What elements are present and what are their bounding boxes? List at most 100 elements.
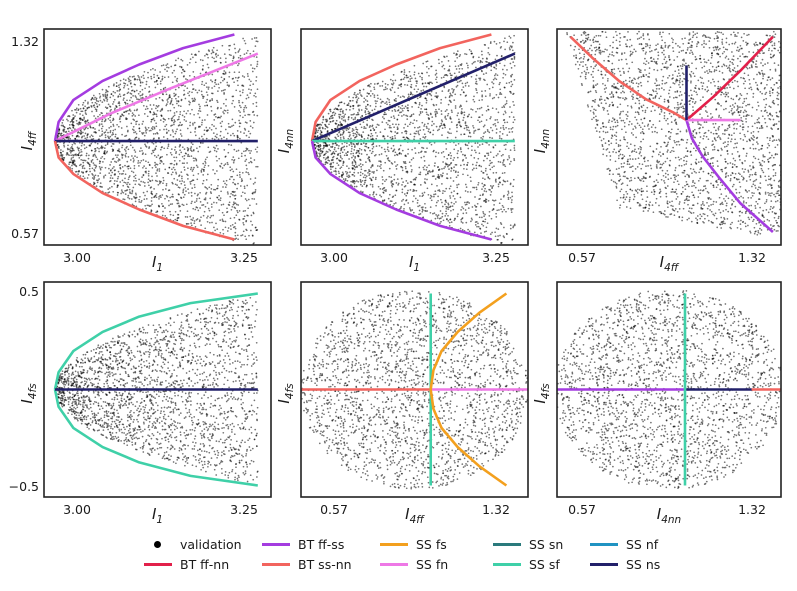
validation-point bbox=[366, 119, 369, 122]
validation-point bbox=[176, 202, 179, 205]
validation-point bbox=[233, 178, 235, 181]
validation-point bbox=[441, 127, 444, 130]
validation-point bbox=[374, 178, 377, 181]
validation-point bbox=[436, 217, 439, 219]
validation-point bbox=[199, 207, 201, 209]
validation-point bbox=[408, 123, 411, 126]
validation-point bbox=[488, 53, 491, 56]
validation-point bbox=[247, 130, 250, 133]
validation-point bbox=[334, 146, 336, 149]
validation-point bbox=[449, 218, 452, 221]
validation-point bbox=[187, 222, 190, 225]
validation-point bbox=[230, 54, 232, 57]
validation-point bbox=[397, 148, 400, 151]
validation-point bbox=[197, 150, 200, 153]
validation-point bbox=[214, 135, 217, 138]
validation-point bbox=[456, 84, 459, 87]
validation-point bbox=[475, 188, 478, 191]
validation-point bbox=[243, 217, 245, 220]
validation-point bbox=[436, 81, 438, 84]
validation-point bbox=[145, 160, 147, 163]
validation-point bbox=[419, 213, 422, 215]
validation-point bbox=[356, 143, 359, 146]
validation-point bbox=[111, 167, 114, 170]
validation-point bbox=[234, 47, 236, 50]
validation-point bbox=[489, 194, 492, 196]
validation-point bbox=[487, 51, 490, 54]
validation-point bbox=[471, 149, 473, 152]
validation-point bbox=[448, 128, 451, 130]
validation-point bbox=[437, 95, 439, 97]
validation-point bbox=[169, 203, 172, 206]
validation-point bbox=[353, 149, 356, 151]
x-tick-label: 3.25 bbox=[482, 250, 510, 265]
validation-point bbox=[185, 120, 187, 122]
validation-point bbox=[576, 38, 579, 41]
validation-point bbox=[388, 167, 391, 170]
validation-point bbox=[593, 46, 596, 49]
validation-point bbox=[204, 197, 207, 199]
validation-point bbox=[473, 157, 476, 159]
validation-point bbox=[512, 41, 514, 44]
validation-point bbox=[505, 143, 507, 146]
validation-point bbox=[154, 132, 157, 135]
series-bt-ss-nn bbox=[53, 140, 235, 241]
validation-point bbox=[161, 77, 164, 80]
validation-point bbox=[152, 125, 154, 128]
validation-point bbox=[78, 170, 80, 173]
validation-point bbox=[140, 180, 142, 183]
validation-point bbox=[487, 108, 490, 111]
validation-point bbox=[386, 148, 389, 151]
validation-point bbox=[440, 98, 443, 101]
validation-point bbox=[111, 138, 113, 141]
validation-point bbox=[364, 110, 367, 112]
validation-point bbox=[217, 83, 220, 86]
validation-point bbox=[176, 184, 178, 186]
validation-point bbox=[511, 83, 514, 86]
validation-point bbox=[236, 130, 239, 132]
validation-point bbox=[628, 200, 631, 203]
validation-point bbox=[472, 55, 475, 58]
validation-point bbox=[437, 166, 439, 169]
validation-point bbox=[225, 138, 228, 140]
validation-point bbox=[443, 56, 446, 58]
validation-point bbox=[355, 143, 358, 145]
validation-point bbox=[252, 191, 255, 194]
validation-point bbox=[672, 146, 674, 149]
validation-point bbox=[126, 130, 129, 133]
validation-point bbox=[447, 112, 450, 115]
validation-point bbox=[71, 143, 74, 146]
validation-point bbox=[435, 69, 437, 72]
validation-point bbox=[488, 144, 490, 146]
validation-point bbox=[350, 117, 353, 119]
validation-point bbox=[494, 122, 496, 125]
validation-point bbox=[213, 60, 216, 63]
validation-point bbox=[106, 98, 109, 101]
validation-point bbox=[485, 167, 487, 170]
validation-point bbox=[448, 99, 451, 102]
validation-point bbox=[155, 107, 157, 110]
validation-point bbox=[480, 120, 483, 123]
validation-point bbox=[159, 181, 162, 184]
validation-point bbox=[103, 120, 106, 123]
validation-point bbox=[181, 180, 184, 182]
validation-point bbox=[247, 113, 250, 116]
validation-point bbox=[600, 51, 602, 54]
validation-point bbox=[422, 166, 425, 169]
validation-point bbox=[91, 97, 94, 99]
validation-point bbox=[364, 111, 367, 114]
validation-point bbox=[429, 93, 432, 95]
validation-point bbox=[213, 125, 215, 127]
validation-point bbox=[147, 204, 150, 207]
validation-point bbox=[71, 119, 73, 121]
validation-point bbox=[464, 82, 467, 85]
validation-point bbox=[213, 119, 216, 121]
validation-point bbox=[491, 107, 494, 110]
validation-point bbox=[98, 92, 101, 95]
validation-point bbox=[674, 167, 677, 169]
validation-point bbox=[463, 127, 466, 130]
validation-point bbox=[388, 101, 391, 104]
validation-point bbox=[117, 137, 119, 140]
validation-point bbox=[225, 179, 228, 182]
validation-point bbox=[177, 104, 180, 107]
